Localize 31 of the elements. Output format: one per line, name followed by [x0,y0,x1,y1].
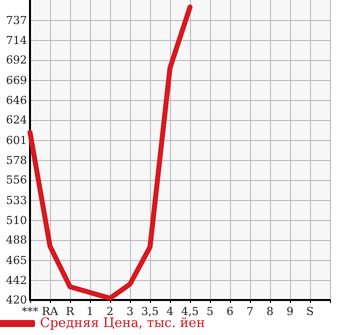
x-tick-label: RA [42,305,60,318]
y-tick-label: 624 [6,114,27,126]
y-tick-label: 601 [6,134,27,147]
y-tick-label: 465 [6,254,27,267]
y-tick-label: 692 [6,54,27,66]
x-tick-label: 4,5 [181,305,199,318]
x-tick-label: 9 [286,305,294,318]
legend-label: Средняя Цена, тыс. йен [40,316,205,331]
y-tick-label: 669 [6,74,27,87]
x-tick-label: 4 [166,305,174,318]
x-tick-label: 6 [226,305,234,318]
x-tick-label: 3,5 [141,305,159,318]
y-tick-label: 714 [6,34,27,48]
y-tick-label: 510 [6,214,27,228]
y-tick-label: 442 [6,274,27,288]
x-tick-label: 3 [126,305,134,318]
y-tick-label: 646 [6,94,27,108]
y-tick-label: 488 [6,234,27,246]
y-tick-label: 420 [6,294,27,306]
x-tick-label: *** [22,305,39,318]
y-tick-label: 556 [6,174,27,186]
y-tick-label: 737 [6,14,27,27]
x-tick-label: 7 [246,305,254,318]
x-tick-label: R [66,305,75,318]
x-tick-label: 8 [266,305,274,318]
x-tick-label: 1 [86,305,94,318]
x-tick-label: S [306,305,314,318]
y-tick-label: 533 [6,194,27,207]
y-tick-label: 578 [6,154,27,168]
x-tick-label: 2 [106,305,114,318]
x-tick-label: 5 [206,305,214,318]
